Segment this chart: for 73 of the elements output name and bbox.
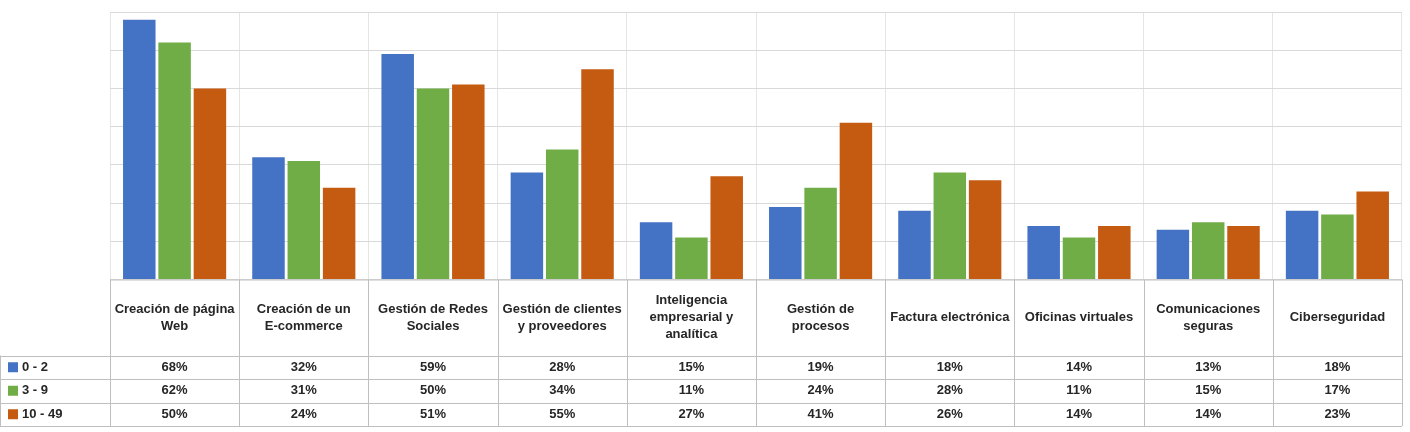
data-label: 68% [161,358,189,374]
x-tick-label: Ciberseguridad [1289,309,1386,325]
bar [675,237,708,279]
data-label: 24% [290,405,318,421]
data-label: 18% [1324,358,1351,374]
data-label: 28% [549,358,576,374]
data-label: 34% [549,382,576,398]
data-label: 19% [807,358,835,374]
bar [1156,229,1190,279]
bar [968,180,1002,279]
data-label: 28% [936,382,964,398]
x-tick-label: Gestión de Redes Sociales [378,300,488,333]
bar [639,222,673,279]
data-label: 50% [419,382,447,398]
x-tick-label: Factura electrónica [890,309,1011,325]
data-label: 23% [1324,405,1351,421]
bar [381,54,414,279]
bar [804,187,837,279]
bar [158,42,191,279]
bar [839,122,873,279]
data-label: 14% [1065,358,1093,374]
bar [1227,226,1260,279]
data-label: 14% [1065,405,1093,421]
data-label: 15% [678,358,705,374]
data-label: 17% [1324,382,1351,398]
x-tick-label: Gestión de procesos [787,300,855,333]
bar [252,157,285,279]
data-label: 59% [419,358,447,374]
bar [545,149,579,279]
bar [1062,237,1096,279]
data-label: 31% [290,382,318,398]
bar [1027,226,1060,279]
data-label: 11% [678,382,705,398]
data-label: 11% [1066,382,1093,398]
bar [510,172,544,279]
bar [1321,214,1354,279]
bar [769,206,802,279]
data-label: 14% [1195,405,1222,421]
data-label: 62% [161,382,189,398]
bar [322,187,356,279]
data-label: 32% [290,358,318,374]
data-label: 26% [936,405,964,421]
legend-label: 10 - 49 [22,405,63,421]
bar [416,88,450,279]
data-label: 24% [807,382,835,398]
bar [933,172,967,279]
bar [193,88,227,279]
bar [287,161,321,279]
x-tick-label: Inteligencia empresarial y analítica [649,292,735,342]
x-tick-label: Creación de un E-commerce [256,300,351,333]
data-label: 41% [807,405,835,421]
bar [898,210,931,279]
x-tick-label: Creación de página Web [114,300,236,333]
bar [581,69,614,279]
bar [710,176,743,279]
data-label: 50% [161,405,189,421]
x-tick-label: Oficinas virtuales [1024,309,1134,325]
data-label: 51% [419,405,447,421]
bar [1191,222,1225,279]
x-tick-label: Gestión de clientes y proveedores [502,300,622,333]
legend-label: 0 - 2 [22,358,49,374]
x-tick-label: Comunicaciones seguras [1156,300,1261,333]
bar [123,19,156,279]
bar [1285,210,1319,279]
data-label: 13% [1195,358,1222,374]
data-label: 15% [1195,382,1222,398]
bar [452,84,485,279]
data-label: 55% [549,405,576,421]
bar [1098,226,1131,279]
bar [1356,191,1389,279]
data-label: 27% [678,405,705,421]
data-label: 18% [936,358,964,374]
legend-label: 3 - 9 [22,382,49,398]
